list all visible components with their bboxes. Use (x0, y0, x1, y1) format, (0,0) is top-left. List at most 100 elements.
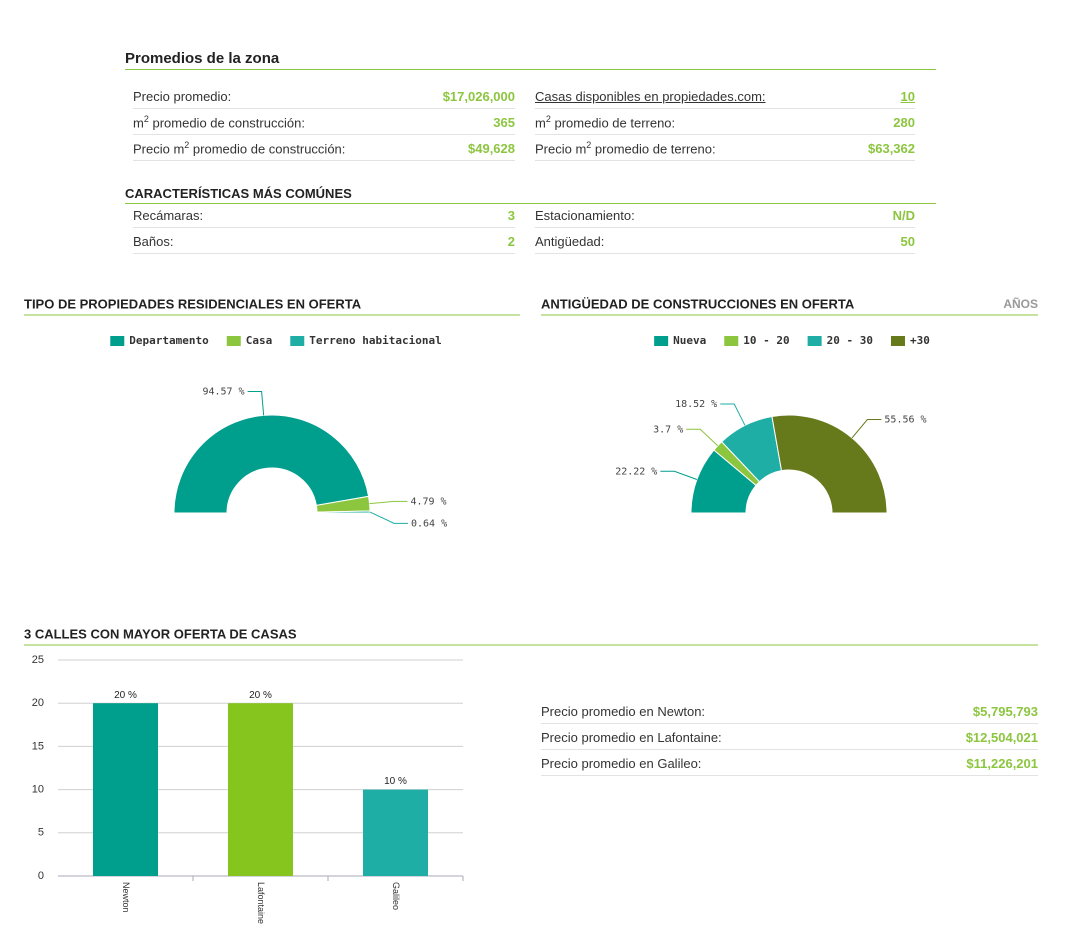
cropped-axis-label: 2014 (756, 0, 780, 3)
label-leader (686, 428, 719, 447)
chart-title: ANTIGÜEDAD DE CONSTRUCCIONES EN OFERTA (541, 296, 855, 311)
row-label: Recámaras: (133, 207, 204, 223)
pie-slice (771, 414, 888, 514)
cropped-axis-label: 2014 (378, 0, 402, 3)
legend-label: Casa (246, 334, 273, 347)
row-value: 280 (893, 114, 915, 130)
label-part: promedio de construcción: (148, 115, 305, 131)
legend-label: Terreno habitacional (309, 334, 441, 347)
legend-swatch (110, 336, 125, 346)
row-value: 50 (900, 233, 915, 249)
value-label: 18.52 % (675, 399, 717, 410)
legend: Departamento Casa Terreno habitacional (110, 334, 442, 347)
row-label: Precio promedio en Galileo: (541, 755, 702, 771)
section-title: Promedios de la zona (125, 50, 280, 67)
value-label: 20 % (114, 690, 137, 701)
y-tick-label: 25 (32, 654, 44, 666)
row-value: 365 (493, 114, 515, 130)
cropped-axis-label: 2014 (441, 0, 465, 3)
y-tick-label: 5 (38, 827, 44, 839)
label-leader (247, 390, 265, 416)
legend-swatch (226, 336, 241, 346)
info-row: Baños: 2 (133, 229, 515, 254)
label-part: m (133, 115, 144, 131)
row-label: Precio promedio en Lafontaine: (541, 729, 722, 745)
value-label: 20 % (249, 690, 272, 701)
cropped-axis-label: 2014 (568, 0, 592, 3)
label-part: 2 (143, 113, 149, 124)
value-label: 10 % (384, 776, 407, 787)
row-value: $17,026,000 (442, 88, 515, 104)
info-row: Precio promedio en Galileo: $11,226,201 (541, 751, 1038, 776)
row-value: $63,362 (868, 140, 915, 156)
row-value[interactable]: 10 (900, 88, 915, 104)
row-link[interactable]: Casas disponibles en propiedades.com: (535, 88, 766, 104)
row-value: 3 (507, 207, 515, 223)
label-part: promedio de terreno: (591, 141, 716, 157)
cropped-axis-label: 2015 (250, 0, 274, 3)
pie-slice (173, 414, 370, 514)
label-part: Precio m (133, 141, 185, 157)
legend-label: 20 - 30 (827, 334, 873, 347)
chart-title: TIPO DE PROPIEDADES RESIDENCIALES EN OFE… (24, 296, 362, 311)
label-part: 2 (586, 139, 592, 150)
bar (93, 703, 158, 876)
value-label: 0.64 % (411, 518, 447, 529)
info-row: Recámaras: 3 (133, 203, 515, 228)
row-value: $12,504,021 (965, 729, 1038, 745)
label-leader (660, 470, 698, 480)
row-label: Precio m2 promedio de construcción: (133, 140, 345, 156)
y-tick-label: 0 (38, 870, 44, 882)
row-label: m2 promedio de terreno: (535, 114, 675, 130)
legend-swatch (724, 336, 739, 346)
bar (228, 703, 293, 876)
pie-slice (316, 510, 371, 514)
row-value: $5,795,793 (972, 703, 1038, 719)
info-row: Precio promedio en Lafontaine: $12,504,02… (541, 725, 1038, 750)
label-leader (369, 511, 408, 524)
value-label: 55.56 % (884, 415, 926, 426)
label-part: promedio de terreno: (550, 115, 676, 131)
legend-swatch (654, 336, 669, 346)
value-label: 3.7 % (653, 424, 683, 435)
legend: Nueva 10 - 20 20 - 30 +30 (654, 334, 930, 347)
legend-label: 10 - 20 (743, 334, 789, 347)
row-label: Precio promedio: (133, 88, 232, 104)
info-row: m2 promedio de terreno: 280 (535, 110, 915, 135)
y-tick-label: 10 (32, 784, 44, 796)
label-part: 2 (545, 113, 551, 124)
label-part: promedio de construcción: (189, 141, 346, 157)
legend-label: Departamento (129, 334, 209, 347)
info-row: m2 promedio de construcción: 365 (133, 110, 515, 135)
label-part: Precio m (535, 141, 587, 157)
legend-swatch (290, 336, 305, 346)
row-label: Baños: (133, 233, 174, 249)
info-row: Casas disponibles en propiedades.com: 10 (535, 84, 915, 109)
section-rule (125, 69, 936, 70)
label-leader (720, 403, 746, 426)
row-label: m2 promedio de construcción: (133, 114, 305, 130)
label-part: 2 (184, 139, 190, 150)
section-title: CARACTERÍSTICAS MÁS COMÚNES (125, 186, 352, 201)
legend-label: +30 (910, 334, 930, 347)
x-tick-label: Lafontaine (256, 882, 266, 924)
bar (363, 789, 428, 876)
row-value: 2 (507, 233, 515, 249)
cropped-axis-label: 2014 (504, 0, 528, 3)
row-label: Precio promedio en Newton: (541, 703, 706, 719)
info-row: Estacionamiento: N/D (535, 203, 915, 228)
info-row: Precio m2 promedio de construcción: $49,6… (133, 136, 515, 161)
row-label: Estacionamiento: (535, 207, 635, 223)
chart-subtitle: AÑOS (1003, 296, 1038, 311)
info-row: Precio promedio en Newton: $5,795,793 (541, 699, 1038, 724)
y-tick-label: 20 (32, 697, 44, 709)
x-tick-label: Galileo (391, 882, 401, 910)
legend-label: Nueva (673, 334, 706, 347)
chart-title: 3 CALLES CON MAYOR OFERTA DE CASAS (24, 626, 297, 641)
value-label: 94.57 % (202, 386, 244, 397)
row-value: $49,628 (468, 140, 515, 156)
row-label: Antigüedad: (535, 233, 605, 249)
legend-swatch (807, 336, 822, 346)
